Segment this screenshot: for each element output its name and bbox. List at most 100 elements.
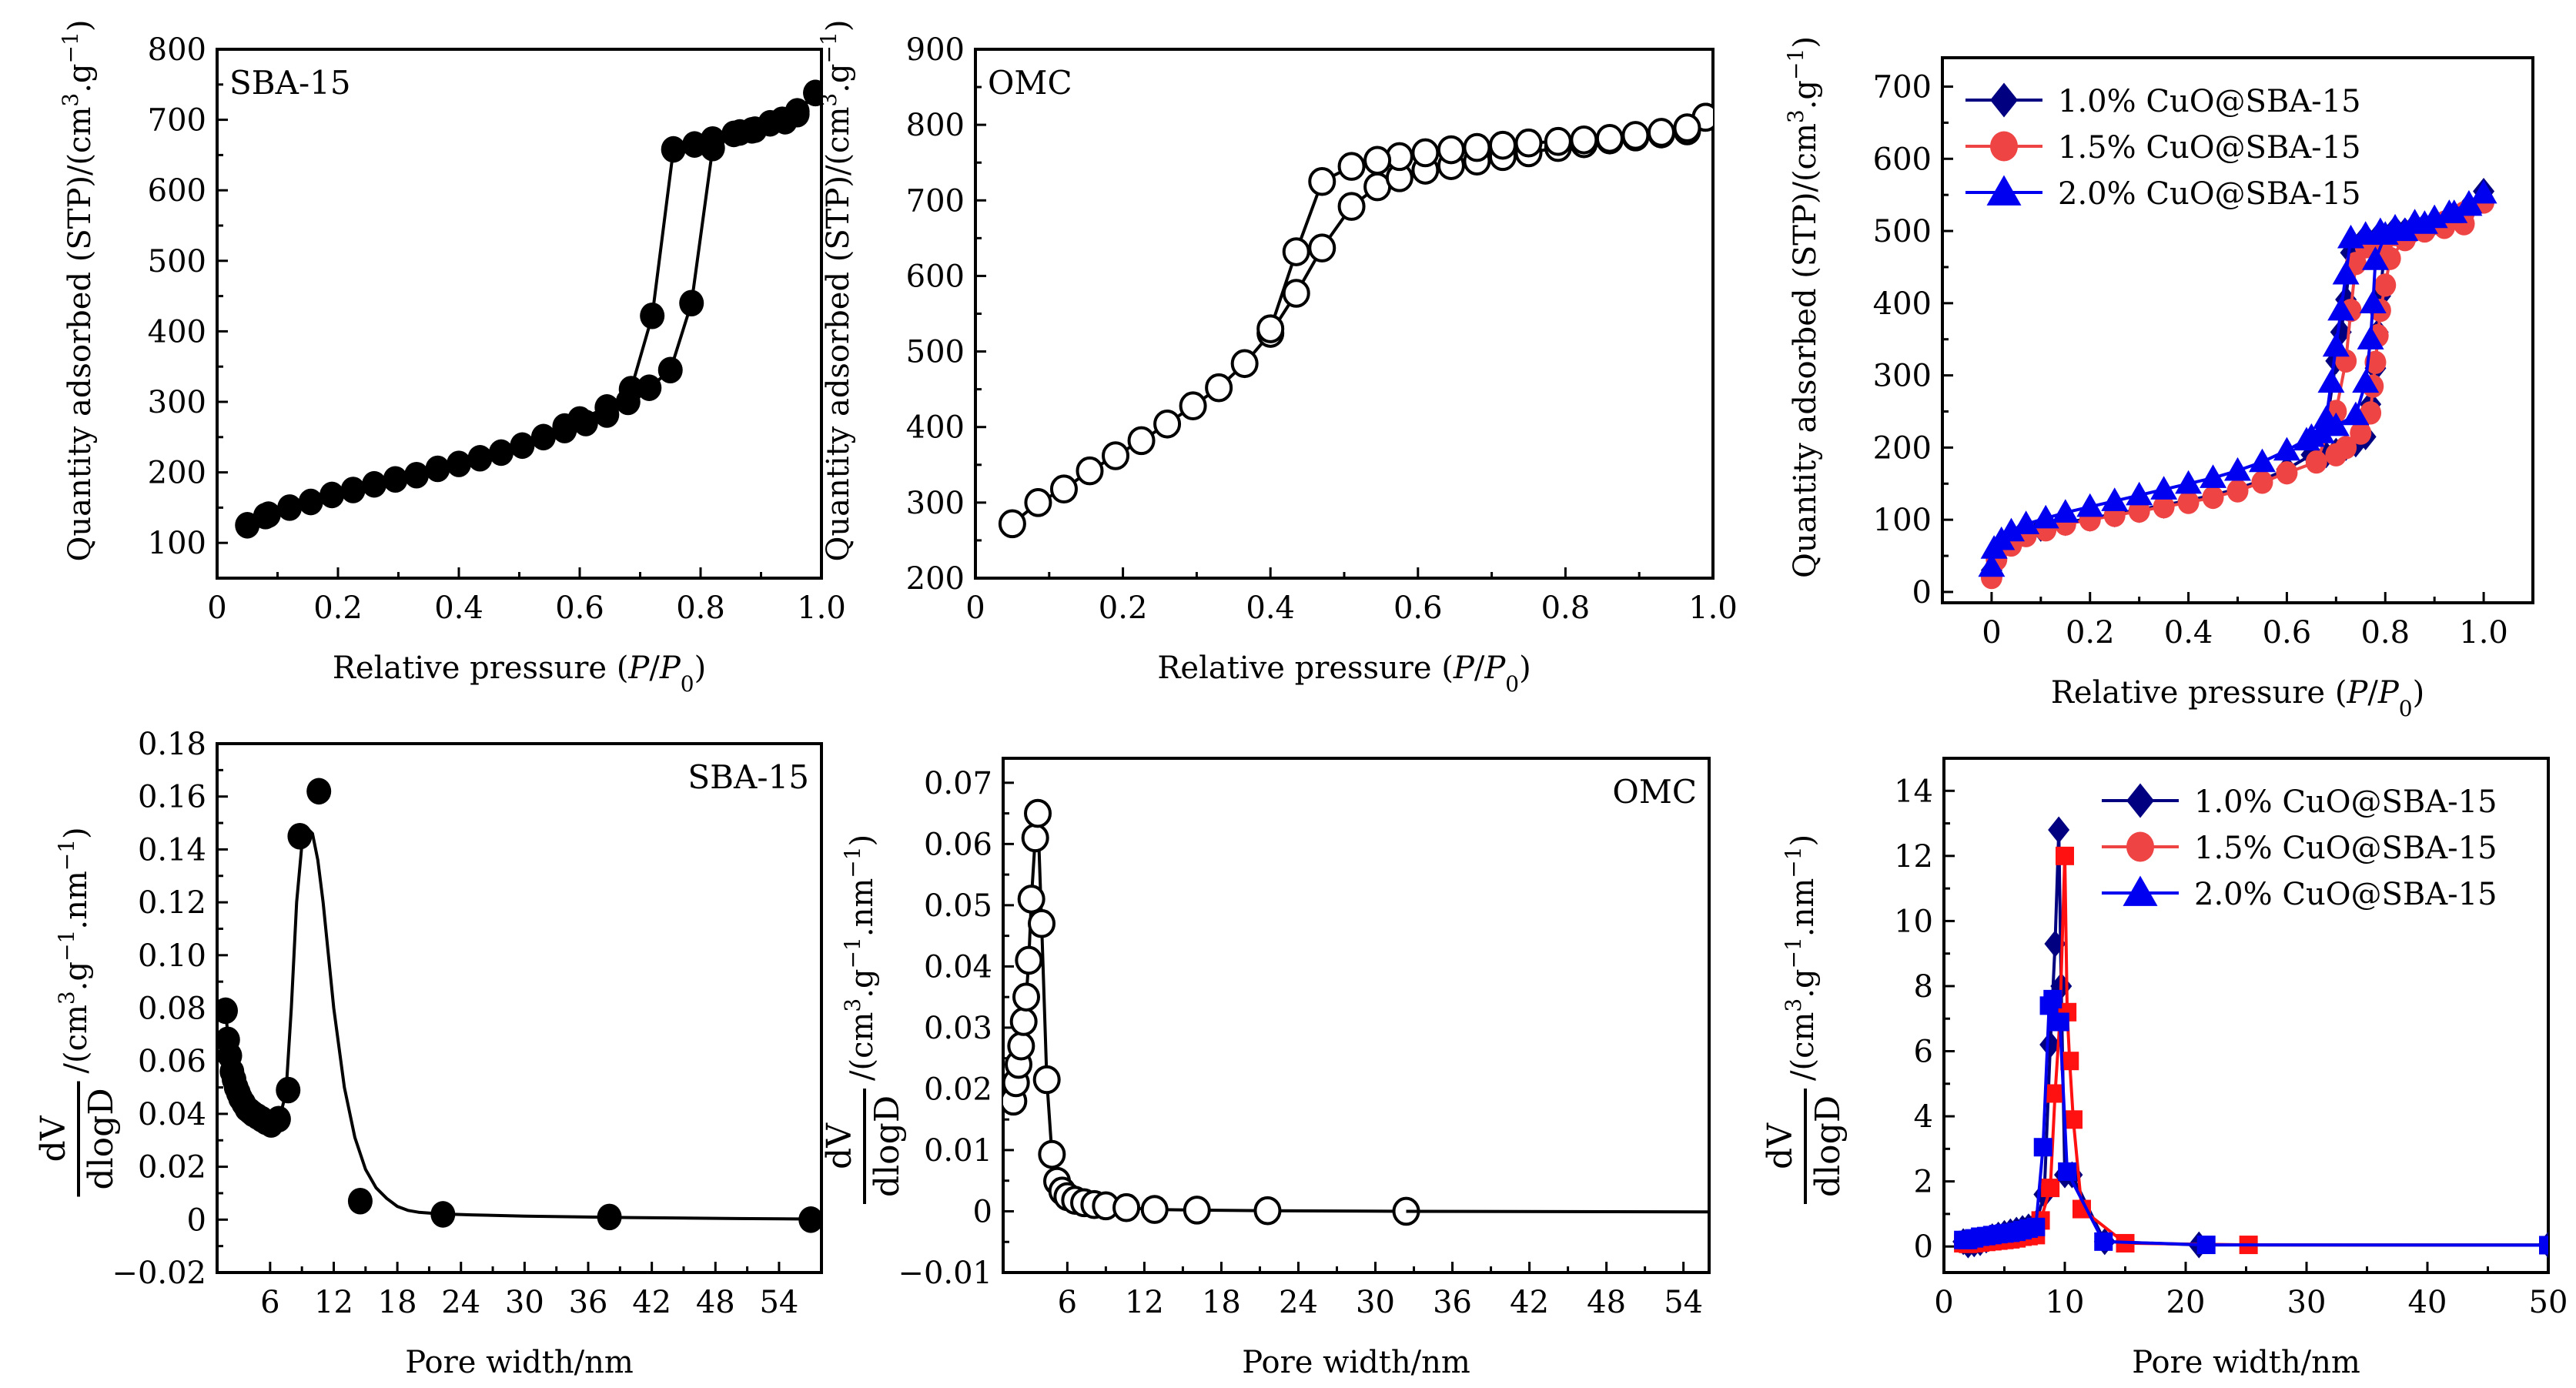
- data-point: [425, 455, 450, 483]
- data-point: [1015, 945, 1043, 975]
- data-point: [2305, 450, 2327, 474]
- ylabel-denominator: dlogD: [82, 1088, 121, 1189]
- data-point: [2175, 470, 2203, 494]
- y-tick-label: 0.05: [924, 888, 992, 924]
- data-point: [217, 997, 239, 1025]
- data-point: [2391, 217, 2419, 242]
- x-tick-label: 1.0: [1688, 590, 1738, 626]
- data-point: [2153, 495, 2175, 519]
- ylabel-units: /(cm3.g−1.nm−1): [840, 834, 881, 1081]
- data-point: [682, 131, 708, 158]
- data-point: [1007, 1031, 1035, 1061]
- data-point: [277, 494, 303, 521]
- data-point: [2050, 1012, 2069, 1032]
- data-point: [2293, 426, 2320, 451]
- x-tick-label: 12: [314, 1285, 353, 1320]
- y-tick-label: 700: [906, 183, 965, 219]
- legend-item: 2.0% CuO@SBA-15: [1965, 175, 2361, 212]
- data-point: [1411, 138, 1440, 168]
- data-point: [2374, 273, 2397, 297]
- x-tick-label: 42: [632, 1285, 671, 1320]
- legend-item: 2.0% CuO@SBA-15: [2102, 875, 2497, 912]
- data-point: [287, 822, 313, 850]
- y-tick-label: 400: [906, 410, 965, 446]
- data-point: [1038, 1139, 1066, 1169]
- data-point: [298, 488, 323, 516]
- y-tick-label: 100: [1873, 503, 1932, 538]
- legend-item: 1.5% CuO@SBA-15: [1965, 130, 2361, 166]
- plot-frame: [216, 742, 823, 1274]
- data-point: [618, 376, 644, 403]
- y-tick-label: 0.04: [924, 949, 992, 985]
- data-point: [306, 778, 332, 805]
- data-point: [2410, 210, 2438, 234]
- data-point: [2248, 448, 2276, 473]
- legend-label: 1.0% CuO@SBA-15: [2058, 84, 2361, 119]
- data-point: [2063, 1110, 2083, 1129]
- series-data: [217, 778, 821, 1233]
- data-point: [1183, 1196, 1211, 1225]
- legend-label: 2.0% CuO@SBA-15: [2058, 176, 2361, 212]
- y-tick-label: 100: [148, 526, 206, 561]
- data-point: [1205, 373, 1233, 403]
- data-point: [276, 1076, 301, 1104]
- legend-label: 1.0% CuO@SBA-15: [2194, 784, 2497, 820]
- series-adsorption: [235, 79, 821, 539]
- data-point: [2226, 479, 2249, 503]
- x-tick-label: 0.4: [434, 590, 483, 626]
- ylabel-numerator: dV: [1761, 1122, 1800, 1169]
- x-tick-label: 0: [1982, 615, 2001, 651]
- legend-item: 1.5% CuO@SBA-15: [2102, 831, 2497, 866]
- data-point: [1282, 237, 1310, 266]
- plot-area: [998, 102, 1713, 539]
- panel-annotation: OMC: [1612, 773, 1697, 811]
- y-tick-label: 0.02: [924, 1072, 992, 1107]
- x-tick-label: 6: [1058, 1285, 1077, 1320]
- data-point: [2052, 499, 2079, 523]
- plot-frame: [1002, 757, 1711, 1274]
- data-point: [2033, 1138, 2052, 1157]
- legend-marker: [1990, 82, 2018, 118]
- data-point: [256, 501, 281, 528]
- data-point: [2026, 1217, 2046, 1236]
- data-point: [2076, 493, 2104, 517]
- data-point: [2056, 846, 2074, 865]
- data-point: [2101, 487, 2129, 511]
- y-axis-label: dV dlogD /(cm3.g−1.nm−1): [820, 834, 907, 1204]
- data-point: [1337, 152, 1366, 181]
- data-point: [1112, 1192, 1141, 1222]
- data-point: [2039, 1031, 2062, 1059]
- plot-area: [1952, 816, 2548, 1259]
- y-tick-label: 800: [148, 32, 206, 68]
- y-tick-label: 0.02: [138, 1150, 206, 1186]
- x-tick-label: 36: [1433, 1285, 1472, 1320]
- chart-panel-c: 0 0.2 0.4 0.6 0.8 1.0 0 100 200 300 400 500 600 700 Re…: [1783, 36, 2534, 721]
- data-point: [2317, 369, 2345, 393]
- x-tick-label: 40: [2408, 1285, 2447, 1320]
- data-point: [2539, 1236, 2548, 1255]
- data-point: [1978, 553, 2006, 577]
- data-point: [1140, 1195, 1169, 1224]
- data-point: [488, 439, 514, 467]
- y-axis-label: Quantity adsorbed (STP)/(cm3.g−1): [816, 20, 857, 562]
- legend: 1.0% CuO@SBA-15 1.5% CuO@SBA-15 2.0% CuO@S…: [1965, 82, 2361, 212]
- y-tick-label: 14: [1894, 774, 1933, 809]
- x-tick-label: 0.8: [2360, 615, 2410, 651]
- x-tick-label: 0.8: [1541, 590, 1591, 626]
- data-point: [467, 445, 493, 472]
- y-tick-label: 600: [906, 259, 965, 294]
- data-point: [530, 423, 556, 451]
- y-tick-label: 0: [973, 1194, 992, 1229]
- series-desorption: [552, 79, 821, 440]
- data-point: [2196, 1236, 2216, 1255]
- data-point: [657, 356, 683, 384]
- legend-item: 1.0% CuO@SBA-15: [1965, 82, 2361, 119]
- data-point: [1595, 124, 1624, 153]
- y-tick-label: 500: [1873, 214, 1932, 249]
- data-point: [1308, 233, 1337, 263]
- series-2-0-cuo-sba-15: [1978, 179, 2497, 577]
- data-point: [2046, 1084, 2065, 1103]
- data-point: [1514, 128, 1543, 158]
- series-desorption: [1256, 102, 1713, 343]
